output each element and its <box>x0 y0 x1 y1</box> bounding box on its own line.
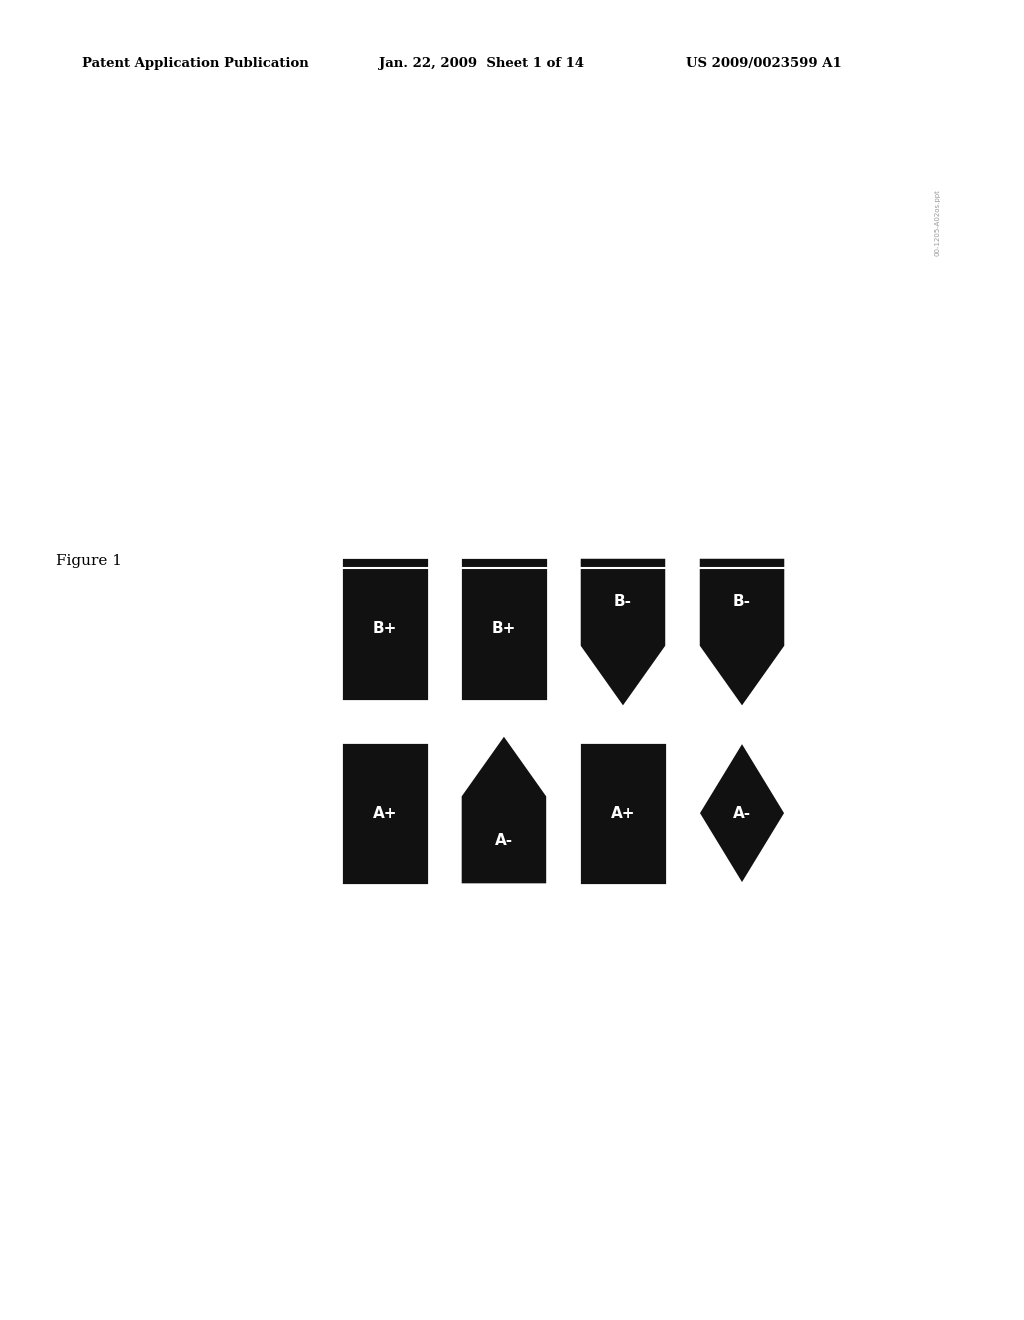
Polygon shape <box>698 742 785 884</box>
Bar <box>461 557 548 701</box>
Text: A-: A- <box>495 833 513 847</box>
Text: Figure 1: Figure 1 <box>56 554 122 568</box>
Text: B-: B- <box>733 594 751 610</box>
Polygon shape <box>580 557 667 708</box>
Text: NO: NO <box>727 380 757 397</box>
Text: US 2009/0023599 A1: US 2009/0023599 A1 <box>686 57 842 70</box>
Text: Identifying Cancer Specific Molecular Targets Using: Identifying Cancer Specific Molecular Ta… <box>199 261 683 279</box>
Text: B+: B+ <box>373 622 397 636</box>
Text: Antisense Target: Antisense Target <box>861 389 874 502</box>
Text: Genes: Genes <box>505 532 558 548</box>
Text: A+: A+ <box>373 805 397 821</box>
Text: YES: YES <box>484 380 523 397</box>
Text: 00-1205-A02os.ppt: 00-1205-A02os.ppt <box>935 189 940 256</box>
Text: Tumor cell: Tumor cell <box>498 982 510 1053</box>
Text: B-: B- <box>614 594 632 610</box>
Bar <box>580 742 667 884</box>
Text: Jan. 22, 2009  Sheet 1 of 14: Jan. 22, 2009 Sheet 1 of 14 <box>379 57 584 70</box>
Text: YES: YES <box>604 380 642 397</box>
Text: Tumor mutation: Tumor mutation <box>877 652 890 756</box>
Bar <box>341 742 428 884</box>
Text: B+: B+ <box>492 622 516 636</box>
Text: A.S. Directed Synthetic Lethality: A.S. Directed Synthetic Lethality <box>199 333 507 350</box>
Text: Normal cell: Normal cell <box>379 978 391 1057</box>
Polygon shape <box>698 557 785 708</box>
Text: A-: A- <box>733 805 751 821</box>
Text: A+: A+ <box>610 805 635 821</box>
Text: YES: YES <box>366 380 404 397</box>
Text: Viable: Viable <box>505 399 558 414</box>
Text: Normal cell + A.S.: Normal cell + A.S. <box>616 954 630 1081</box>
Text: Patent Application Publication: Patent Application Publication <box>82 57 308 70</box>
Text: Tumor cell + A.S.: Tumor cell + A.S. <box>735 958 749 1077</box>
Polygon shape <box>461 734 548 884</box>
Bar <box>341 557 428 701</box>
